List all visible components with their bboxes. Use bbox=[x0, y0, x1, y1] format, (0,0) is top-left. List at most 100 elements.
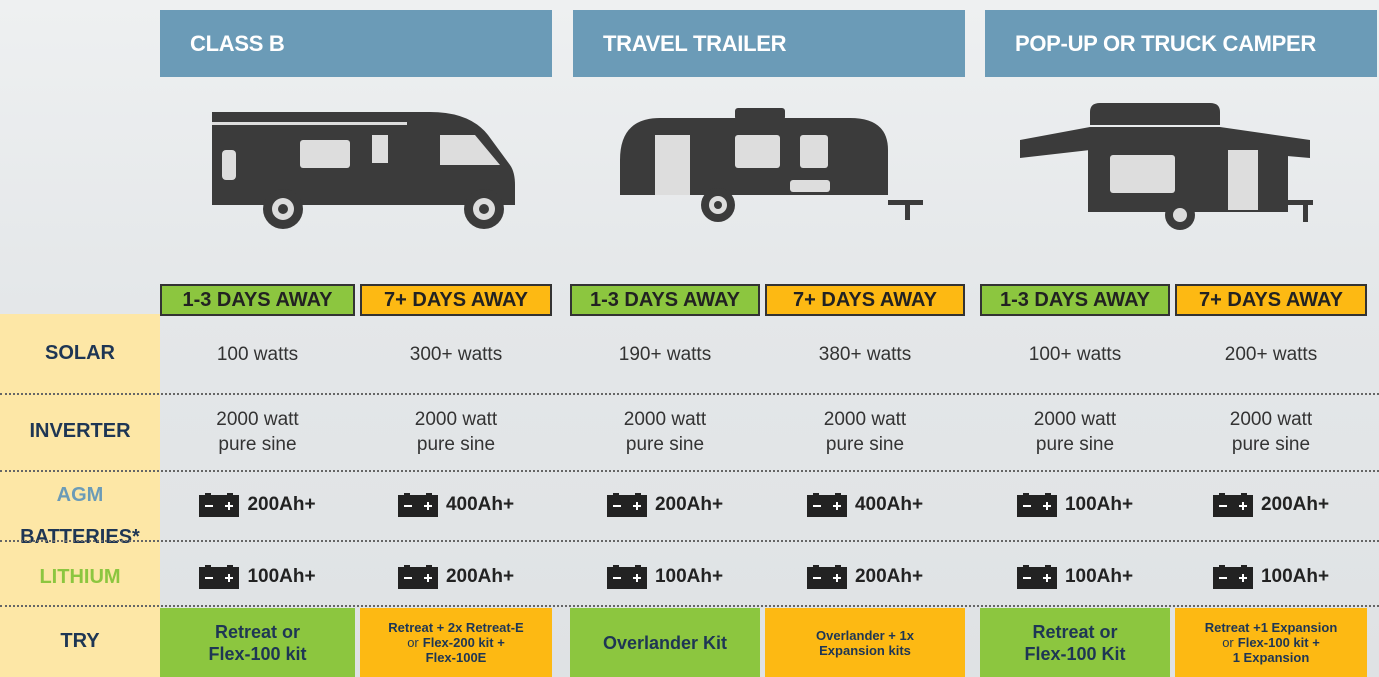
inverter-value: pure sine bbox=[765, 432, 965, 457]
duration-badge: 1-3 DAYS AWAY bbox=[570, 284, 760, 316]
row-label: TRY bbox=[0, 605, 160, 677]
duration-badge: 7+ DAYS AWAY bbox=[360, 284, 552, 316]
row-label: SOLAR bbox=[0, 314, 160, 393]
separator bbox=[0, 605, 1379, 607]
inverter-value: 2000 watt bbox=[765, 407, 965, 432]
agm-capacity: 200Ah+ bbox=[160, 490, 355, 520]
separator bbox=[0, 393, 1379, 395]
row-label: AGM bbox=[0, 480, 160, 510]
try-line: 1 Expansion bbox=[1233, 650, 1310, 665]
duration-badge: 1-3 DAYS AWAY bbox=[160, 284, 355, 316]
agm-value: 200Ah+ bbox=[1261, 494, 1329, 516]
class-b-icon bbox=[212, 112, 515, 229]
lithium-capacity: 100Ah+ bbox=[570, 562, 760, 592]
try-line: Expansion kits bbox=[819, 643, 911, 658]
solar-value: 380+ watts bbox=[765, 342, 965, 367]
try-line: Retreat or bbox=[1032, 621, 1117, 643]
lithium-capacity: 100Ah+ bbox=[160, 562, 355, 592]
vehicle-header: CLASS B bbox=[160, 10, 552, 77]
lithium-value: 100Ah+ bbox=[1261, 566, 1329, 588]
try-text: Flex-100E bbox=[426, 650, 487, 665]
try-text: Flex-200 kit + bbox=[423, 635, 505, 650]
solar-value: 200+ watts bbox=[1175, 342, 1367, 367]
row-label: LITHIUM bbox=[0, 562, 160, 592]
agm-value: 400Ah+ bbox=[855, 494, 923, 516]
separator bbox=[0, 540, 1379, 542]
battery-icon bbox=[199, 493, 239, 517]
inverter-value: pure sine bbox=[160, 432, 355, 457]
lithium-value: 200Ah+ bbox=[855, 566, 923, 588]
try-line: Flex-100 kit bbox=[208, 643, 306, 665]
duration-badge: 7+ DAYS AWAY bbox=[765, 284, 965, 316]
inverter-value: pure sine bbox=[360, 432, 552, 457]
try-text: Overlander Kit bbox=[603, 633, 727, 653]
solar-value: 300+ watts bbox=[360, 342, 552, 367]
lithium-capacity: 100Ah+ bbox=[1175, 562, 1367, 592]
lithium-value: 200Ah+ bbox=[446, 566, 514, 588]
try-text: Retreat or bbox=[215, 622, 300, 642]
inverter-value: 2000 watt bbox=[980, 407, 1170, 432]
try-text: Flex-100 Kit bbox=[1024, 644, 1125, 664]
row-label: INVERTER bbox=[0, 393, 160, 470]
agm-value: 200Ah+ bbox=[247, 494, 315, 516]
agm-value: 100Ah+ bbox=[1065, 494, 1133, 516]
agm-capacity: 200Ah+ bbox=[570, 490, 760, 520]
agm-capacity: 400Ah+ bbox=[360, 490, 552, 520]
battery-icon bbox=[1213, 565, 1253, 589]
lithium-capacity: 100Ah+ bbox=[980, 562, 1170, 592]
inverter-value: pure sine bbox=[980, 432, 1170, 457]
try-text: or bbox=[407, 635, 419, 650]
lithium-value: 100Ah+ bbox=[247, 566, 315, 588]
battery-icon bbox=[607, 565, 647, 589]
inverter-value: pure sine bbox=[570, 432, 760, 457]
battery-icon bbox=[199, 565, 239, 589]
try-text: Expansion kits bbox=[819, 643, 911, 658]
try-text: Retreat +1 Expansion bbox=[1205, 620, 1338, 635]
travel-trailer-icon bbox=[620, 108, 923, 222]
battery-icon bbox=[1017, 565, 1057, 589]
agm-capacity: 100Ah+ bbox=[980, 490, 1170, 520]
battery-icon bbox=[1017, 493, 1057, 517]
row-label: BATTERIES* bbox=[0, 522, 160, 552]
try-line: Flex-100E bbox=[426, 650, 487, 665]
vehicle-header: TRAVEL TRAILER bbox=[573, 10, 965, 77]
lithium-value: 100Ah+ bbox=[1065, 566, 1133, 588]
try-text: Overlander + 1x bbox=[816, 628, 914, 643]
lithium-value: 100Ah+ bbox=[655, 566, 723, 588]
solar-value: 190+ watts bbox=[570, 342, 760, 367]
try-text: 1 Expansion bbox=[1233, 650, 1310, 665]
inverter-value: 2000 watt bbox=[1175, 407, 1367, 432]
try-text: Retreat or bbox=[1032, 622, 1117, 642]
inverter-value: 2000 watt bbox=[570, 407, 760, 432]
try-recommendation: Overlander Kit bbox=[570, 608, 760, 677]
lithium-capacity: 200Ah+ bbox=[360, 562, 552, 592]
separator bbox=[0, 470, 1379, 472]
battery-icon bbox=[807, 493, 847, 517]
duration-badge: 1-3 DAYS AWAY bbox=[980, 284, 1170, 316]
try-line: Flex-100 Kit bbox=[1024, 643, 1125, 665]
battery-icon bbox=[807, 565, 847, 589]
try-line: Overlander + 1x bbox=[816, 628, 914, 643]
solar-value: 100+ watts bbox=[980, 342, 1170, 367]
inverter-value: 2000 watt bbox=[160, 407, 355, 432]
infographic: CLASS B TRAVEL TRAILER POP-UP OR TRUCK CAM… bbox=[0, 0, 1379, 677]
vehicle-header: POP-UP OR TRUCK CAMPER bbox=[985, 10, 1377, 77]
duration-badge: 7+ DAYS AWAY bbox=[1175, 284, 1367, 316]
try-text: Retreat + 2x Retreat-E bbox=[388, 620, 523, 635]
try-text: Flex-100 kit bbox=[208, 644, 306, 664]
try-line: or Flex-200 kit + bbox=[407, 635, 505, 650]
agm-value: 200Ah+ bbox=[655, 494, 723, 516]
try-line: Retreat +1 Expansion bbox=[1205, 620, 1338, 635]
lithium-capacity: 200Ah+ bbox=[765, 562, 965, 592]
agm-capacity: 200Ah+ bbox=[1175, 490, 1367, 520]
agm-value: 400Ah+ bbox=[446, 494, 514, 516]
try-line: Retreat or bbox=[215, 621, 300, 643]
battery-icon bbox=[607, 493, 647, 517]
battery-icon bbox=[398, 565, 438, 589]
